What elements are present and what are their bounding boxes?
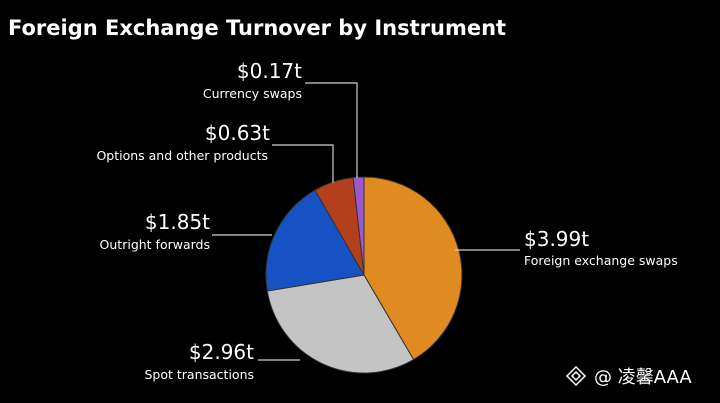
category-label-foreign-exchange-swaps: Foreign exchange swaps	[524, 253, 678, 268]
diamond-logo-icon	[565, 365, 587, 387]
pie-slices	[265, 176, 463, 374]
pie-slice-outright-forwards	[265, 189, 365, 292]
watermark: @ 凌馨AAA	[565, 365, 692, 388]
category-label-options-and-other-products: Options and other products	[96, 148, 268, 163]
slice-labels: $3.99t Foreign exchange swaps $2.96t Spot t…	[96, 59, 677, 382]
value-label-options-and-other-products: $0.63t	[205, 121, 270, 145]
category-label-currency-swaps: Currency swaps	[203, 86, 302, 101]
value-label-currency-swaps: $0.17t	[237, 59, 302, 83]
category-label-outright-forwards: Outright forwards	[100, 237, 210, 252]
leader-line-currency-swaps	[305, 82, 358, 178]
pie-slice-spot-transactions	[266, 274, 415, 374]
watermark-text: @ 凌馨AAA	[594, 367, 692, 388]
value-label-outright-forwards: $1.85t	[145, 210, 210, 234]
value-label-foreign-exchange-swaps: $3.99t	[524, 227, 589, 251]
leader-lines	[212, 82, 520, 361]
category-label-spot-transactions: Spot transactions	[144, 367, 254, 382]
value-label-spot-transactions: $2.96t	[189, 340, 254, 364]
leader-line-options-and-other-products	[272, 144, 334, 183]
pie-slice-currency-swaps	[352, 176, 365, 276]
chart-title: Foreign Exchange Turnover by Instrument	[8, 16, 506, 40]
pie-slice-foreign-exchange-swaps	[363, 176, 463, 361]
